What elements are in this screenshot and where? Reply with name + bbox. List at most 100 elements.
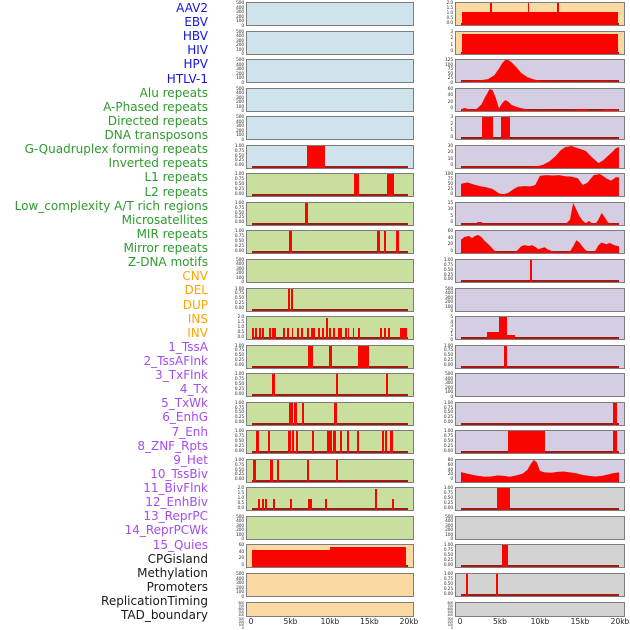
- y-axis-ticks: 30 20 10 0: [417, 144, 454, 169]
- y-tick-label: 1.00: [443, 486, 453, 492]
- signal-bar-mark: [291, 431, 295, 454]
- y-tick-label: 0: [450, 80, 453, 86]
- y-tick-label: 200: [238, 619, 245, 624]
- y-tick-label: 1.00: [234, 429, 244, 435]
- y-tick-label: 0: [241, 280, 244, 286]
- y-tick-label: 0.75: [443, 262, 453, 268]
- y-tick-label: 0.50: [443, 581, 453, 587]
- y-tick-label: 400: [236, 576, 244, 582]
- y-tick-label: 0.00: [234, 220, 244, 226]
- y-tick-label: 0.75: [234, 405, 244, 411]
- y-axis-ticks: 1.00 0.75 0.50 0.25 0.00: [208, 401, 244, 426]
- signal-bar-mark: [304, 202, 308, 225]
- signal-bar-mark: [358, 327, 361, 340]
- y-tick-label: 60: [238, 543, 245, 549]
- track-panel: [455, 2, 625, 26]
- y-tick-label: 20: [447, 150, 454, 156]
- track-label: AAV2: [176, 1, 208, 15]
- y-tick-label: 0.75: [443, 434, 453, 440]
- y-axis-ticks: 60 40 20 0: [417, 230, 454, 254]
- y-tick-label: 0.50: [443, 410, 453, 416]
- y-tick-label: 400: [238, 613, 245, 618]
- x-tick-label: 5kb: [283, 617, 298, 626]
- y-tick-label: 500: [445, 286, 453, 292]
- track-label: EBV: [184, 15, 208, 30]
- y-tick-label: 2: [450, 328, 453, 334]
- data-area: [252, 231, 408, 254]
- signal-bar-mark: [308, 345, 313, 368]
- track-panel: [455, 430, 625, 455]
- x-tick-label: 10kb: [530, 617, 550, 626]
- y-tick-label: 0.25: [234, 158, 244, 164]
- y-tick-label: 3: [450, 324, 453, 330]
- y-tick-label: 0.00: [443, 505, 453, 511]
- y-tick-label: 0.50: [234, 439, 244, 444]
- y-tick-label: 0: [451, 626, 453, 630]
- y-tick-label: 0.0: [237, 505, 244, 511]
- y-tick-label: 300: [236, 124, 244, 130]
- signal-bar-mark: [329, 327, 331, 340]
- zero-baseline: [461, 279, 619, 282]
- y-tick-label: 0.25: [234, 443, 244, 449]
- y-tick-label: 0.00: [234, 448, 244, 454]
- signal-bar-mark: [327, 431, 333, 454]
- y-tick-label: 0.5: [237, 329, 244, 335]
- y-tick-label: 1: [450, 42, 453, 48]
- y-tick-label: 0.00: [234, 420, 244, 426]
- y-axis-ticks: 1.00 0.75 0.50 0.25 0.00: [208, 343, 244, 369]
- y-axis-ticks: 500 400 300 200 100 0: [208, 87, 244, 114]
- track-panel: [455, 458, 625, 483]
- track-panel: [246, 601, 414, 617]
- y-tick-label: 100: [236, 19, 244, 24]
- track-label: L2 repeats: [144, 184, 209, 199]
- signal-bar-mark: [291, 327, 294, 340]
- signal-bar-mark: [308, 499, 313, 511]
- y-tick-label: 400: [236, 34, 244, 40]
- y-tick-label: 0.50: [443, 553, 453, 559]
- y-tick-label: 0.50: [234, 210, 244, 216]
- y-tick-label: 0.75: [443, 576, 453, 582]
- y-tick-label: 300: [445, 295, 453, 301]
- y-tick-label: 80: [447, 457, 454, 463]
- signal-bar-mark: [288, 402, 294, 425]
- signal-bar-mark: [283, 327, 286, 340]
- y-tick-label: 1.00: [234, 343, 244, 349]
- y-tick-label: 0.00: [234, 191, 244, 197]
- data-area: [252, 145, 408, 168]
- signal-bar-mark: [306, 145, 325, 168]
- y-tick-label: 0.75: [234, 234, 244, 240]
- track-label: L1 repeats: [144, 170, 209, 185]
- track-label: TAD_boundary: [120, 608, 208, 623]
- data-area: [461, 174, 619, 197]
- x-tick-label: 0: [248, 617, 254, 626]
- y-tick-label: 0.5: [446, 15, 453, 21]
- track-label: A-Phased repeats: [103, 99, 208, 114]
- y-tick-label: 0.25: [443, 358, 453, 364]
- y-tick-label: 1.00: [443, 572, 453, 577]
- x-tick-label: 20kb: [610, 617, 630, 626]
- y-tick-label: 3: [450, 115, 453, 121]
- track-panel: [246, 401, 414, 426]
- y-axis-ticks: 500 400 300 200 100 0: [208, 1, 244, 28]
- y-tick-label: 0.0: [446, 20, 453, 26]
- track-label: Methylation: [137, 565, 208, 580]
- track-label: CPGisland: [147, 551, 208, 566]
- signal-bar-mark: [321, 327, 324, 340]
- data-area: [252, 517, 408, 539]
- y-tick-label: 0.25: [234, 301, 244, 307]
- track-panel: [246, 515, 414, 540]
- track-panel: [246, 30, 414, 55]
- signal-bar-mark: [287, 327, 290, 340]
- x-tick-label: 15kb: [360, 617, 379, 626]
- y-tick-label: 0: [450, 309, 453, 314]
- y-tick-label: 200: [236, 100, 244, 106]
- y-tick-label: 500: [445, 514, 453, 520]
- y-tick-label: 0.75: [234, 291, 244, 297]
- track-panel: [246, 144, 414, 169]
- signal-bar-mark: [487, 332, 499, 340]
- y-tick-label: 1.00: [443, 429, 453, 435]
- track-label: HTLV-1: [166, 71, 208, 86]
- y-tick-label: 60: [447, 462, 454, 468]
- signal-bar-mark: [390, 431, 394, 454]
- x-axis-left: 0 5kb 10kb 15kb 20kb: [249, 617, 419, 629]
